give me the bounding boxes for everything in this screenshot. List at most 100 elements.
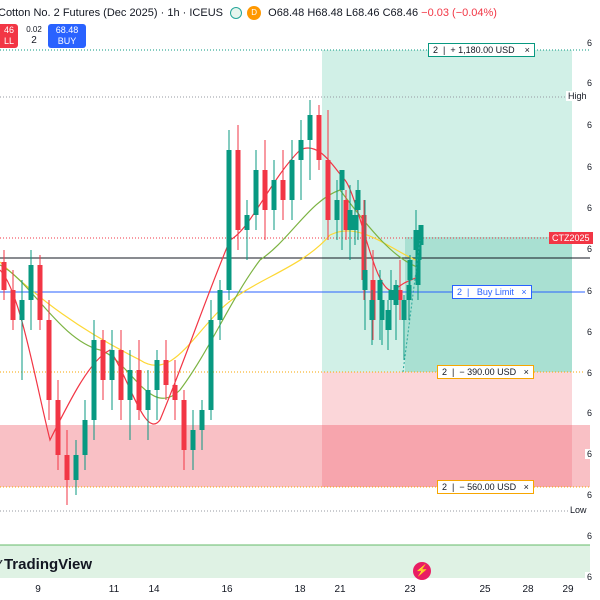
time-axis-label: 9: [35, 584, 41, 595]
take-profit-tag[interactable]: 2 | + 1,180.00 USD ×: [428, 43, 535, 57]
quantity-value[interactable]: 2: [31, 35, 37, 46]
tradingview-logo-icon: ⁄⁄: [0, 557, 4, 572]
lightning-icon[interactable]: ⚡: [413, 562, 431, 580]
candle-body: [369, 300, 375, 320]
candle-body: [280, 180, 286, 200]
candle-body: [377, 280, 383, 300]
candle-body: [413, 230, 419, 250]
candle-body: [91, 340, 97, 420]
price-axis-label: 6: [585, 203, 595, 213]
buy-limit-qty: 2: [457, 287, 463, 297]
sell-price: 46: [3, 25, 14, 35]
stop-loss-qty: 2: [442, 367, 448, 377]
price-axis-label: 6: [585, 368, 595, 378]
candle-body: [385, 310, 391, 330]
spread-display: 0.02 2: [25, 24, 43, 46]
symbol-title[interactable]: Cotton No. 2 Futures (Dec 2025) · 1h · I…: [0, 6, 223, 19]
stop-loss-tag[interactable]: 2 | − 390.00 USD ×: [437, 365, 534, 379]
candle-body: [352, 215, 358, 230]
candle-body: [100, 340, 106, 380]
candle-body: [262, 170, 268, 210]
ohlc-close: C68.46: [382, 6, 419, 19]
tradingview-logo: ⁄⁄ TradingView: [0, 556, 92, 573]
candle-body: [362, 270, 368, 290]
price-axis-label: 6: [585, 449, 595, 459]
sell-label: LL: [3, 36, 14, 46]
candle-body: [271, 180, 277, 210]
price-axis-label: 6: [585, 244, 595, 254]
candle-body: [307, 115, 313, 140]
candle-body: [347, 210, 353, 230]
buy-button[interactable]: 68.48 BUY: [48, 24, 86, 48]
ohlc-change: −0.03 (−0.04%): [421, 6, 497, 19]
price-axis-label: 6: [585, 572, 595, 582]
candle-body: [244, 215, 250, 230]
time-axis-label: 14: [148, 584, 160, 595]
loss-zone-top: [322, 372, 572, 425]
chart-header: Cotton No. 2 Futures (Dec 2025) · 1h · I…: [0, 6, 497, 20]
candle-body: [55, 400, 61, 455]
candle-body: [217, 290, 223, 320]
sell-button[interactable]: 46 LL: [0, 24, 18, 48]
candle-body: [334, 200, 340, 220]
stop-loss2-tag[interactable]: 2 | − 560.00 USD ×: [437, 480, 534, 494]
stop-loss2-qty: 2: [442, 482, 448, 492]
time-axis-label: 16: [221, 584, 233, 595]
candle-body: [226, 150, 232, 290]
price-axis-label: 6: [585, 490, 595, 500]
candle-body: [361, 215, 367, 280]
candle-body: [379, 300, 385, 320]
candle-body: [46, 320, 52, 400]
green-footer-zone: [0, 545, 590, 578]
buy-price: 68.48: [55, 25, 79, 35]
candle-body: [136, 370, 142, 410]
stop-loss2-close-icon[interactable]: ×: [523, 482, 529, 492]
ohlc-low: L68.46: [345, 6, 380, 19]
stop-loss-close-icon[interactable]: ×: [523, 367, 529, 377]
time-axis-label: 21: [334, 584, 346, 595]
take-profit-close-icon[interactable]: ×: [524, 45, 530, 55]
candle-body: [145, 390, 151, 410]
price-axis-label: 6: [585, 78, 595, 88]
candle-body: [393, 285, 399, 305]
candle-body: [154, 360, 160, 390]
take-profit-qty: 2: [433, 45, 439, 55]
buy-limit-close-icon[interactable]: ×: [521, 287, 527, 297]
time-axis-label: 29: [562, 584, 574, 595]
candles-group: [1, 100, 424, 505]
price-axis-label: 6: [585, 286, 595, 296]
candle-body: [19, 300, 25, 320]
ohlc-high: H68.48: [307, 6, 343, 19]
buy-limit-label: Buy Limit: [476, 287, 514, 297]
candle-body: [199, 410, 205, 430]
ma-mid-line: [0, 189, 421, 399]
candle-body: [253, 170, 259, 215]
price-axis-label: 6: [585, 408, 595, 418]
candle-body: [163, 360, 169, 385]
price-axis-label: 6: [585, 327, 595, 337]
candle-body: [73, 455, 79, 480]
candle-body: [415, 245, 421, 285]
candle-body: [28, 265, 34, 300]
loss-zone-dark: [322, 425, 572, 487]
candle-body: [289, 160, 295, 200]
candle-body: [406, 285, 412, 300]
spread-value: 0.02: [26, 25, 42, 34]
candle-body: [181, 400, 187, 450]
price-axis-label: 6: [585, 162, 595, 172]
candle-body: [172, 385, 178, 400]
candle-body: [355, 190, 361, 210]
branding-text: TradingView: [3, 556, 93, 573]
candle-body: [82, 420, 88, 455]
candle-body: [1, 262, 7, 290]
time-axis-label: 25: [479, 584, 491, 595]
candle-body: [64, 455, 70, 480]
candle-body: [343, 200, 349, 230]
time-axis-label: 18: [294, 584, 306, 595]
delayed-badge: D: [247, 6, 262, 20]
candle-body: [37, 265, 43, 320]
candle-body: [339, 170, 345, 190]
candle-body: [127, 370, 133, 400]
buy-limit-tag[interactable]: 2 | Buy Limit ×: [452, 285, 532, 299]
